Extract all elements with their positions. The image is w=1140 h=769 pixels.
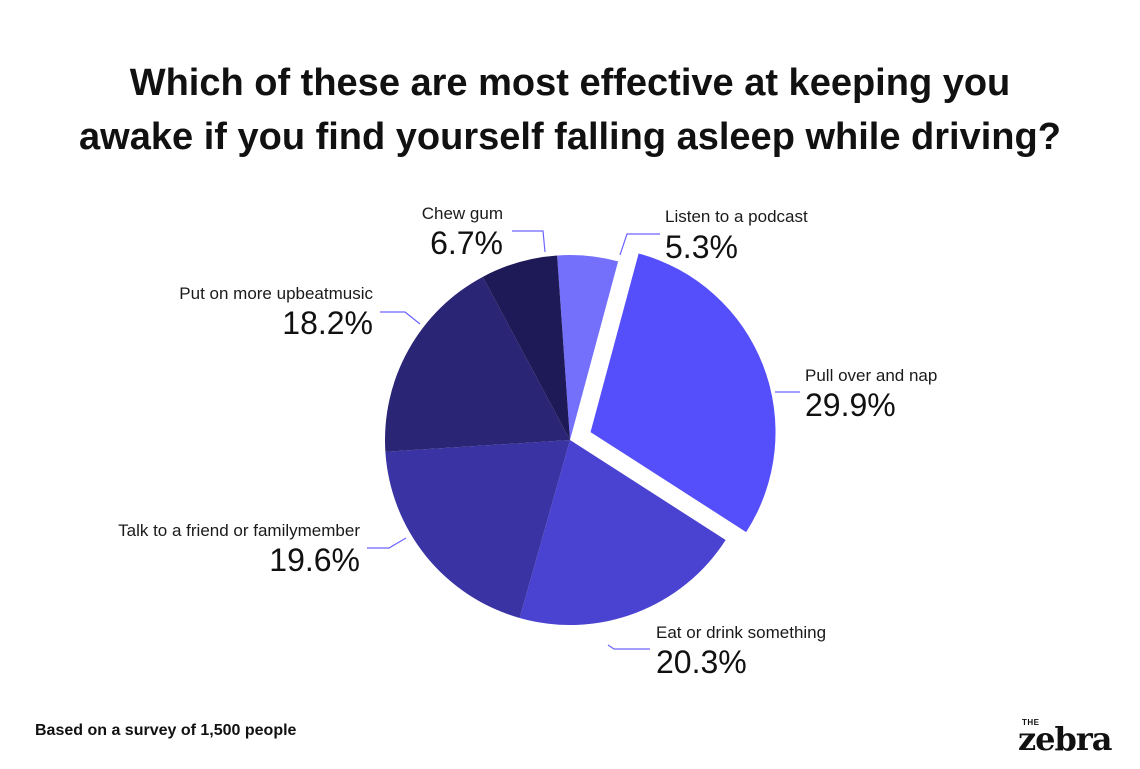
- slice-label-eat-or-drink-something: Eat or drink something: [656, 623, 826, 642]
- pie-slice-eat-or-drink-something: [519, 440, 726, 625]
- slice-label-pull-over-and-nap: Pull over and nap: [805, 366, 937, 385]
- slice-value-listen-to-a-podcast: 5.3%: [665, 229, 738, 265]
- slice-label-talk-to-a-friend-or-familymember: Talk to a friend or familymember: [118, 521, 360, 540]
- pie-slice-put-on-more-upbeatmusic: [384, 276, 570, 452]
- chart-title-line-2: awake if you find yourself falling aslee…: [79, 116, 1061, 158]
- chart-title: Which of these are most effective at kee…: [0, 56, 1140, 164]
- leader-line-listen-to-a-podcast: [619, 233, 660, 256]
- pie-labels: Listen to a podcast 5.3% Pull over and nap…: [118, 204, 937, 680]
- survey-footnote: Based on a survey of 1,500 people: [35, 722, 297, 739]
- pie-slice-pull-over-and-nap: [590, 253, 776, 533]
- slice-value-pull-over-and-nap: 29.9%: [805, 387, 896, 423]
- slice-label-put-on-more-upbeatmusic: Put on more upbeatmusic: [179, 284, 373, 303]
- slice-value-chew-gum: 6.7%: [430, 225, 503, 261]
- brand-logo-name: zebra: [1018, 720, 1112, 758]
- pie-slice-chew-gum: [482, 255, 570, 440]
- leader-line-talk-to-a-friend-or-familymember: [367, 537, 407, 549]
- slice-value-put-on-more-upbeatmusic: 18.2%: [282, 305, 373, 341]
- slice-value-talk-to-a-friend-or-familymember: 19.6%: [269, 542, 360, 578]
- pie-slices: [384, 253, 776, 625]
- leader-line-eat-or-drink-something: [607, 644, 650, 650]
- pie-slice-talk-to-a-friend-or-familymember: [385, 440, 570, 619]
- brand-logo-prefix: THE: [1022, 718, 1040, 727]
- slice-value-eat-or-drink-something: 20.3%: [656, 644, 747, 680]
- slice-label-chew-gum: Chew gum: [422, 204, 503, 223]
- brand-logo: THE zebra: [1018, 718, 1132, 762]
- leader-line-put-on-more-upbeatmusic: [380, 311, 421, 325]
- slice-label-listen-to-a-podcast: Listen to a podcast: [665, 207, 808, 226]
- leader-line-chew-gum: [512, 230, 546, 253]
- pie-slice-listen-to-a-podcast: [557, 255, 619, 440]
- chart-title-line-1: Which of these are most effective at kee…: [129, 62, 1011, 104]
